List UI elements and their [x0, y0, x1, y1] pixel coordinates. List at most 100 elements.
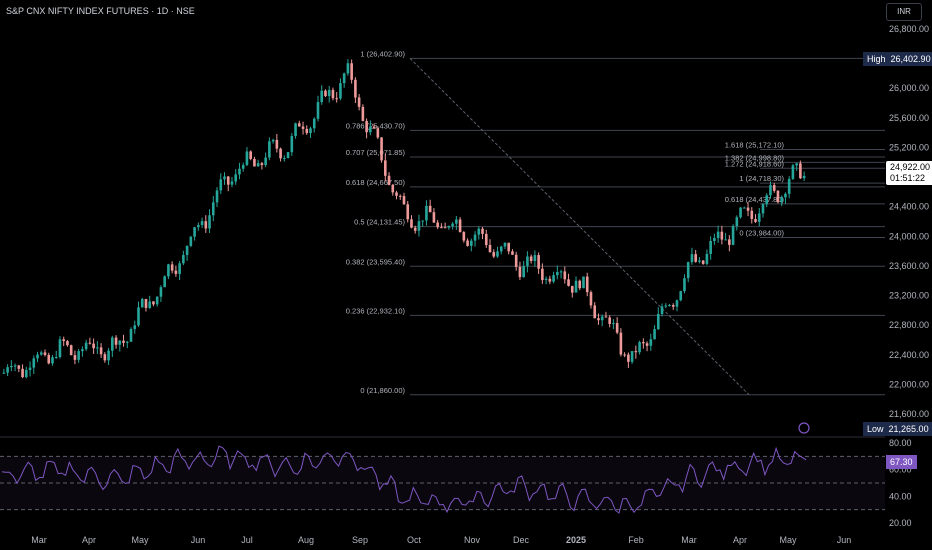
candle-body [447, 226, 451, 228]
candle-body [28, 367, 32, 371]
price-tick-label: 23,200.00 [889, 291, 929, 301]
candle-body [398, 195, 402, 197]
candle-body [58, 339, 62, 357]
candle-body [563, 271, 567, 280]
candle-body [552, 275, 555, 282]
high-value: 26,402.90 [890, 54, 931, 64]
candle-body [656, 313, 660, 330]
candle-body [765, 195, 769, 205]
candle-body [174, 270, 178, 274]
time-axis[interactable]: Mar Apr May Jun Jul Aug Sep Oct Nov Dec 2025 Feb Mar… [31, 535, 851, 545]
candle-body [342, 73, 346, 84]
candle-body [522, 266, 525, 278]
candle-body [443, 227, 447, 229]
candle-body [638, 342, 641, 353]
candle-body [496, 251, 499, 257]
candle-body [309, 128, 312, 134]
candle-body [395, 192, 398, 196]
candle-body [612, 323, 615, 325]
candle-body [92, 343, 95, 349]
candle-body [742, 207, 746, 209]
candle-body [470, 240, 473, 246]
candle-body [234, 174, 238, 182]
candle-body [111, 337, 114, 351]
candle-body [96, 347, 99, 349]
candle-body [716, 231, 720, 238]
candle-body [253, 158, 256, 167]
candle-body [784, 193, 787, 198]
candle-body [769, 185, 772, 196]
high-tag: High 26,402.90 [863, 52, 932, 66]
candle-body [686, 262, 690, 279]
candle-body [690, 254, 694, 263]
candle-body [432, 212, 436, 223]
candle-body [728, 239, 731, 245]
candle-body [578, 280, 582, 289]
price-tick-label: 25,200.00 [889, 142, 929, 152]
candle-body [223, 176, 226, 180]
candle-body [705, 253, 709, 264]
currency-button[interactable]: INR [886, 3, 922, 21]
candle-body [189, 236, 193, 246]
candle-body [114, 337, 118, 345]
candle-body [514, 254, 518, 267]
candle-body [683, 278, 686, 292]
alert-icon [798, 422, 810, 434]
candle-body [219, 179, 223, 191]
candle-body [436, 222, 439, 228]
candle-body [47, 354, 51, 364]
price-candles [2, 59, 810, 434]
fib-trend-line [409, 58, 750, 396]
candle-body [88, 342, 92, 344]
candle-body [10, 366, 13, 368]
candle-body [144, 299, 148, 308]
candle-body [84, 342, 88, 350]
candle-body [159, 287, 163, 297]
candle-body [32, 358, 36, 368]
candle-body [664, 305, 668, 307]
candle-body [324, 90, 327, 97]
price-tick-label: 26,000.00 [889, 83, 929, 93]
candle-body [260, 163, 264, 166]
fib-level-label: 0.5 (24,131.45) [354, 218, 405, 227]
candle-body [511, 251, 514, 255]
fib-level-label: 0.382 (23,595.40) [346, 257, 406, 266]
candle-body [238, 168, 241, 175]
candle-body [623, 354, 626, 356]
candle-body [387, 175, 391, 185]
candle-body [17, 365, 21, 369]
candle-body [694, 254, 697, 262]
candle-body [275, 139, 279, 149]
candle-body [51, 357, 54, 364]
candle-body [417, 221, 421, 231]
fib-level-label: 0.618 (24,667.50) [346, 178, 406, 187]
fib-level-label: 0.786 (25,430.70) [346, 121, 406, 130]
candle-body [339, 83, 342, 99]
time-tick-label: Jul [241, 535, 253, 545]
candle-body [245, 151, 249, 166]
price-tick-label: 23,600.00 [889, 261, 929, 271]
candle-body [380, 137, 383, 161]
candle-body [200, 221, 204, 226]
fib-ext-label: 0 (23,984.00) [739, 228, 784, 237]
candle-body [574, 280, 578, 293]
candle-body [537, 255, 540, 269]
fib-ext-label: 1 (24,718.30) [739, 174, 784, 183]
candle-body [795, 163, 798, 166]
price-tick-label: 24,400.00 [889, 202, 929, 212]
candle-body [294, 123, 297, 136]
candle-body [556, 272, 559, 276]
candle-body [507, 242, 511, 252]
price-tick-label: 26,800.00 [889, 24, 929, 34]
candle-body [365, 120, 368, 133]
candle-body [230, 181, 234, 185]
time-tick-label: Mar [31, 535, 47, 545]
candle-body [615, 323, 619, 333]
price-axis[interactable]: 26,800.0026,400.0026,000.0025,600.0025,2… [889, 24, 929, 528]
candle-body [529, 256, 533, 262]
candle-body [679, 291, 683, 301]
candle-body [477, 228, 481, 235]
candle-body [541, 268, 544, 281]
rsi-line [1, 445, 807, 514]
